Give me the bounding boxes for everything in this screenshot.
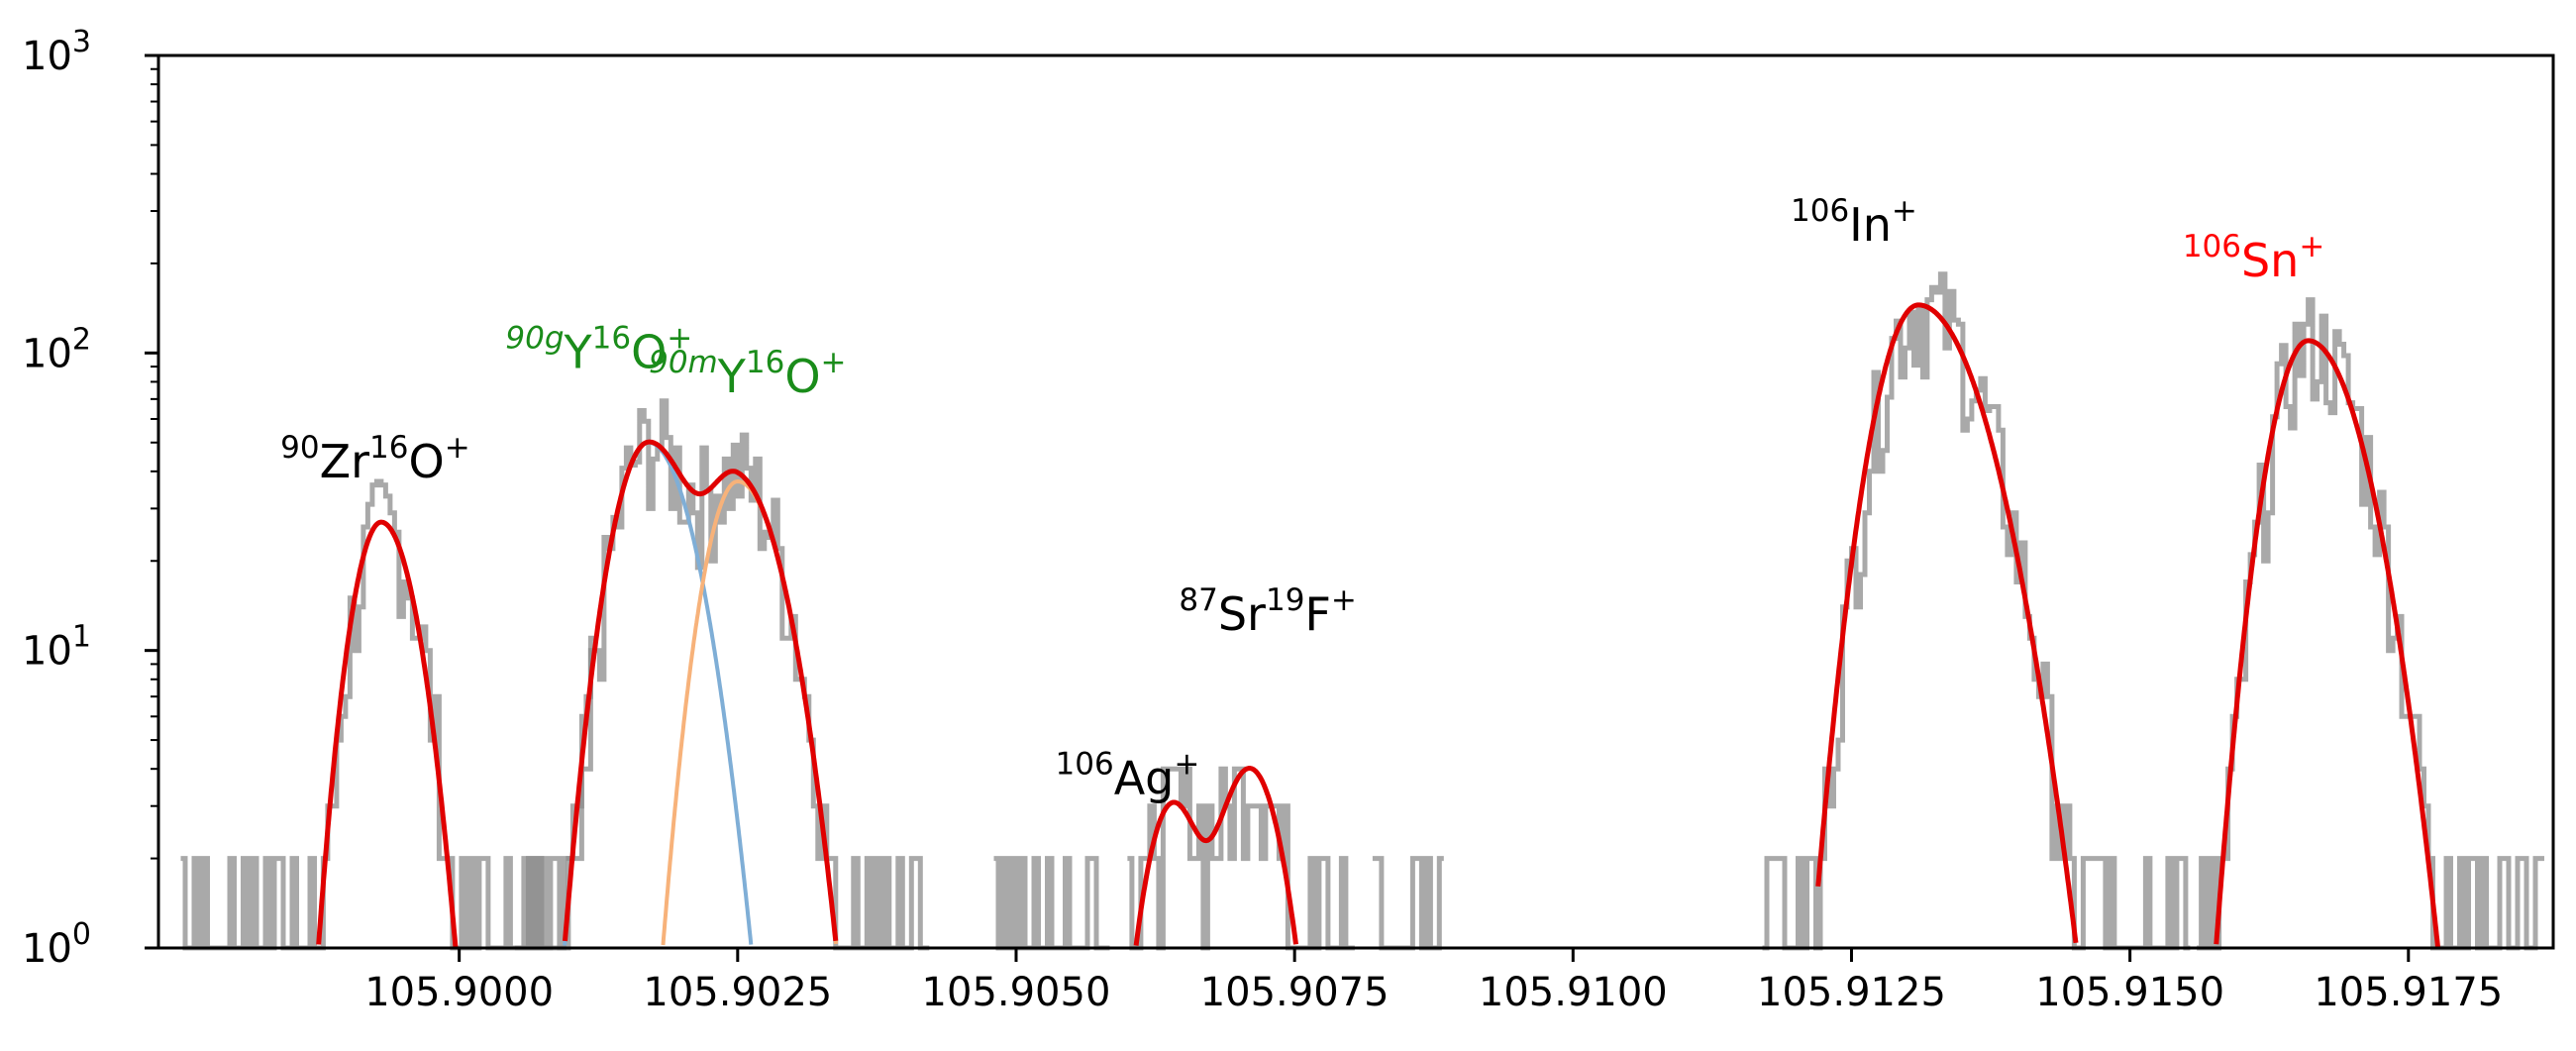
histogram-series-1 (514, 398, 930, 951)
peak-label-ymo: 90mY16O+ (649, 345, 846, 403)
y-tick-label: 101 (22, 620, 91, 675)
fit-curve-1 (563, 439, 839, 942)
plot-frame (156, 53, 2555, 950)
peak-labels-layer: 90Zr16O+ 90gY16O+90mY16O+ 106Ag+ 87Sr19F+ 10… (280, 193, 2324, 805)
x-tick-label: 105.9075 (1200, 970, 1390, 1015)
x-tick-label: 105.9175 (2314, 970, 2503, 1015)
fit-curve-3 (1815, 302, 2079, 944)
peak-label-ag: 106Ag+ (1056, 747, 1200, 805)
peak-label-srf: 87Sr19F+ (1179, 582, 1356, 641)
histogram-series-5 (1762, 271, 2191, 951)
fit-curve-2 (1133, 766, 1298, 946)
fit-curve-0 (316, 519, 459, 949)
x-tick-label: 105.9000 (364, 970, 554, 1015)
x-tick-label: 105.9100 (1479, 970, 1668, 1015)
fit-curves-layer (316, 302, 2440, 949)
histogram-series-3 (1127, 766, 1355, 951)
fit-curve-4 (2214, 338, 2440, 948)
peak-label-zro: 90Zr16O+ (280, 430, 470, 488)
axes-layer: 105.9000 105.9025 105.9050 105.9075 105.9100… (22, 25, 2503, 1015)
y-tick-label: 102 (22, 322, 91, 376)
x-tick-label: 105.9125 (1757, 970, 1946, 1015)
histogram-series-2 (993, 856, 1110, 951)
histogram-series-4 (1372, 856, 1444, 951)
peak-label-sn: 106Sn+ (2183, 229, 2325, 287)
y-tick-label: 100 (22, 917, 91, 972)
y-tick-label: 103 (22, 25, 91, 79)
peak-label-in: 106In+ (1791, 193, 1917, 252)
histogram-series-6 (2197, 297, 2544, 951)
x-tick-label: 105.9050 (922, 970, 1111, 1015)
x-tick-label: 105.9150 (2035, 970, 2224, 1015)
peak-label-ygo: 90gY16O+ (505, 321, 692, 379)
x-tick-label: 105.9025 (643, 970, 832, 1015)
histogram-layer (180, 271, 2544, 951)
